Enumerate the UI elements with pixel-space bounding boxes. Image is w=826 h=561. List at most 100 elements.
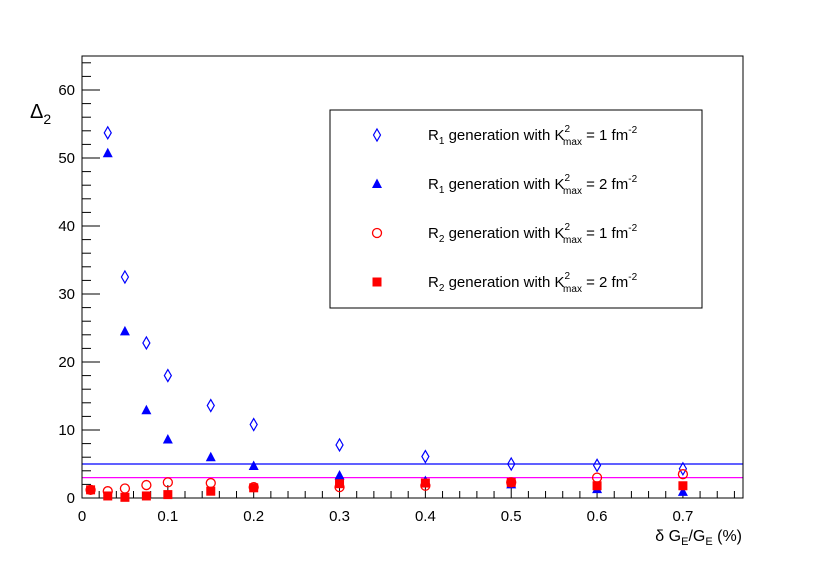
legend-marker-1	[372, 178, 382, 188]
x-axis-label-sub1: E	[681, 536, 688, 548]
data-points	[85, 125, 689, 502]
x-tick-label: 0.1	[157, 508, 178, 525]
x-tick-label: 0	[78, 508, 86, 525]
legend-1-sub2: max	[563, 186, 582, 197]
data-point	[507, 456, 516, 472]
x-tick-label: 0.6	[587, 508, 608, 525]
data-point	[249, 417, 258, 432]
legend-0-mid: generation with K	[444, 127, 564, 144]
legend-3-mid: generation with K	[444, 274, 564, 291]
data-point	[120, 492, 130, 502]
legend-1-prefix: R	[428, 176, 439, 193]
data-point	[335, 479, 345, 489]
data-point	[142, 335, 151, 351]
y-tick-label: 10	[58, 422, 75, 439]
y-tick-label: 20	[58, 354, 75, 371]
y-tick-label: 50	[58, 150, 75, 167]
legend-entry-3-label: R2 generation with K2 max = 2 fm-2	[428, 271, 638, 295]
legend-marker-0	[372, 127, 382, 143]
legend-3-value: = 2 fm	[582, 274, 628, 291]
legend-3-prefix: R	[428, 274, 439, 291]
data-point	[162, 434, 173, 444]
legend-0-sub2: max	[563, 137, 582, 148]
data-point	[334, 470, 345, 480]
legend-2-mid: generation with K	[444, 225, 564, 242]
legend-2-sub: 2	[439, 234, 445, 245]
data-point	[592, 481, 602, 491]
legend-2-value: = 1 fm	[582, 225, 628, 242]
data-point	[120, 269, 130, 285]
series-3	[86, 477, 688, 502]
y-tick-label: 30	[58, 286, 75, 303]
legend-box	[329, 109, 703, 309]
data-point	[103, 125, 112, 141]
legend-marker-2	[371, 227, 383, 239]
plot-frame	[81, 55, 744, 499]
legend-1-value: = 2 fm	[582, 176, 628, 193]
data-point	[206, 486, 216, 496]
legend-2-sub2: max	[563, 235, 582, 246]
legend-entry-2-label: R2 generation with K2 max = 1 fm-2	[428, 222, 638, 246]
legend-markers	[371, 127, 383, 287]
data-point	[249, 483, 259, 493]
data-point	[103, 491, 113, 501]
legend-3-sup1: 2	[564, 271, 570, 282]
data-point	[163, 490, 173, 500]
legend-1-sup2: -2	[628, 174, 637, 185]
legend-0-prefix: R	[428, 127, 439, 144]
y-axis-label-sub: 2	[43, 111, 51, 127]
legend-2-sup1: 2	[564, 222, 570, 233]
y-axis-label-main: Δ	[30, 101, 43, 123]
data-point	[86, 485, 96, 495]
data-point	[677, 469, 689, 480]
x-tick-label: 0.4	[415, 508, 436, 525]
data-point	[592, 458, 602, 473]
reference-lines	[82, 463, 743, 479]
data-point	[248, 460, 259, 471]
x-tick-label: 0.2	[243, 508, 264, 525]
x-axis-label-main: δ G	[655, 528, 681, 545]
data-point	[162, 477, 173, 488]
y-tick-label: 0	[67, 490, 75, 507]
data-point	[102, 147, 113, 158]
legend-0-sup2: -2	[628, 125, 637, 136]
axis-tick-labels: 0 0.1 0.2 0.3 0.4 0.5 0.6 0.7 0 10 20 30 40 50 60	[58, 82, 693, 525]
legend-3-sub2: max	[563, 284, 582, 295]
legend-2-sup2: -2	[628, 223, 637, 234]
data-point	[163, 368, 173, 383]
legend-3-sup2: -2	[628, 272, 637, 283]
data-point	[119, 325, 130, 336]
data-point	[678, 461, 688, 476]
data-point	[141, 491, 151, 501]
data-point	[335, 437, 344, 453]
y-axis-label: Δ2	[30, 101, 51, 127]
data-point	[205, 451, 216, 462]
legend-1-sup1: 2	[564, 173, 570, 184]
data-point	[206, 398, 215, 413]
x-tick-label: 0.3	[329, 508, 350, 525]
x-tick-label: 0.7	[672, 508, 693, 525]
x-axis-label-unit: (%)	[713, 528, 742, 545]
x-axis-label: δ GE/GE (%)	[655, 528, 742, 548]
legend-0-sub: 1	[439, 136, 445, 147]
x-tick-label: 0.5	[501, 508, 522, 525]
legend-2-prefix: R	[428, 225, 439, 242]
legend-entry-0-label: R1 generation with K2 max = 1 fm-2	[428, 124, 638, 148]
y-tick-label: 60	[58, 82, 75, 99]
legend-0-sup1: 2	[564, 124, 570, 135]
data-point	[141, 404, 152, 415]
legend-entry-1-label: R1 generation with K2 max = 2 fm-2	[428, 173, 638, 197]
data-point	[677, 486, 688, 496]
x-axis-label-mid: /G	[688, 528, 705, 545]
data-point	[678, 481, 688, 491]
data-point	[506, 477, 516, 487]
data-point	[420, 478, 430, 488]
data-point	[421, 449, 430, 464]
x-axis-label-sub2: E	[705, 536, 712, 548]
legend-0-value: = 1 fm	[582, 127, 628, 144]
legend-1-mid: generation with K	[444, 176, 564, 193]
legend-1-sub: 1	[439, 185, 445, 196]
legend-marker-3	[372, 277, 382, 287]
data-point	[141, 479, 152, 491]
